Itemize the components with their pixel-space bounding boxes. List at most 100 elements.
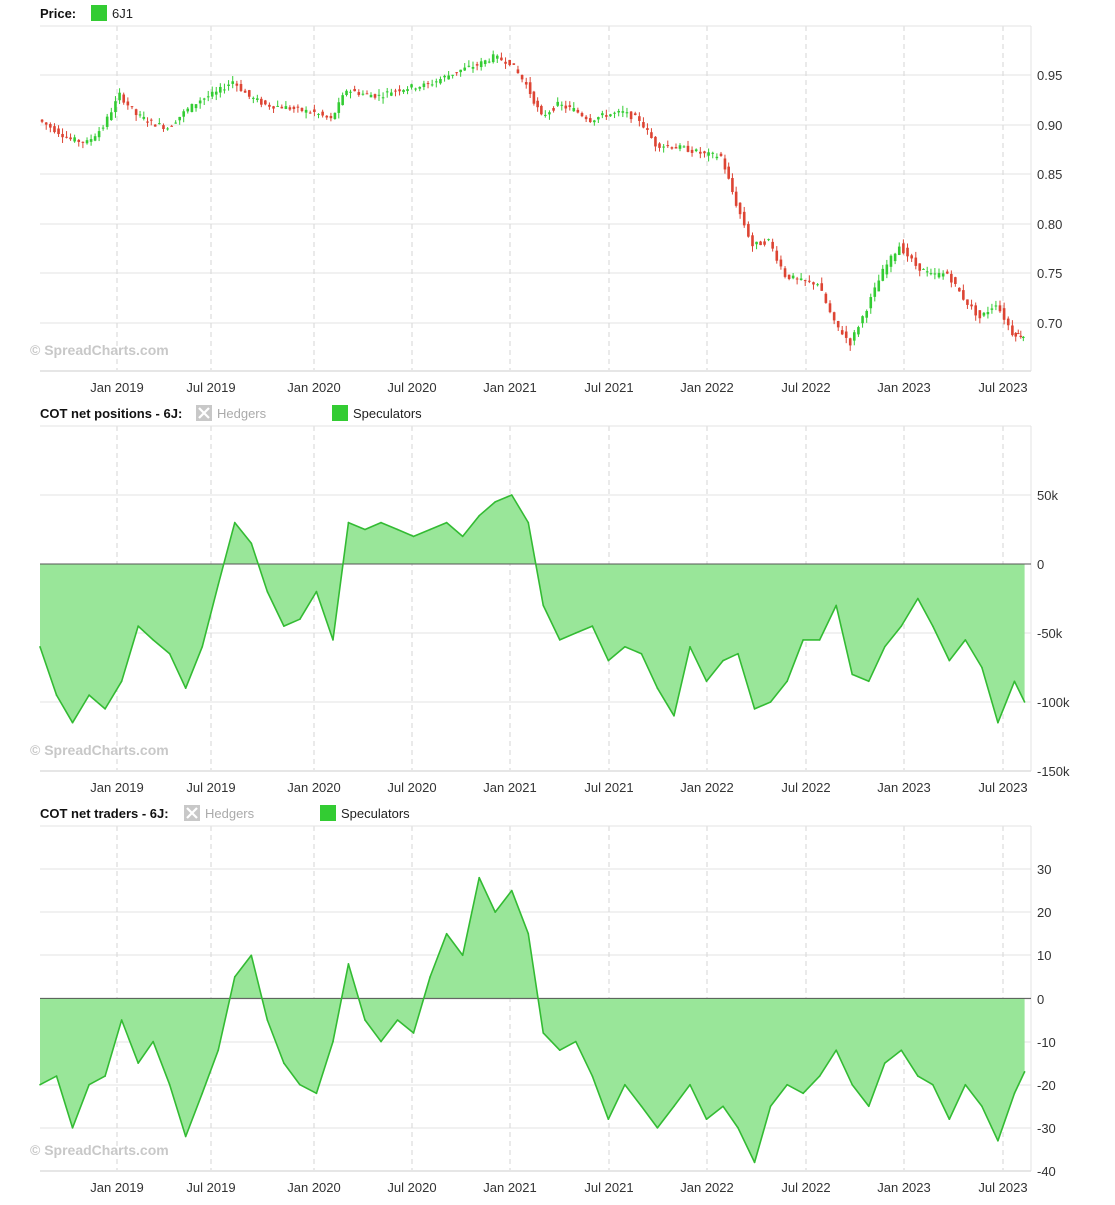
candle-body [568,105,572,108]
candle-body [759,241,762,246]
candle-body [918,263,922,271]
candle-body [889,255,893,267]
candle-body [694,149,698,152]
x-tick-label: Jul 2020 [387,780,436,795]
candle-body [824,293,828,303]
candle-body [398,89,401,92]
x-tick-label: Jan 2023 [877,1180,931,1195]
candle-body [584,116,588,120]
candle-body [686,145,690,152]
panel-2: 50k 0 -50k -100k -150k Jan 2019 Jul 2019 Jan 20… [30,405,1070,795]
y-tick-label: 0.70 [1037,316,1062,331]
candle-body [719,153,723,156]
candle-body [447,75,450,80]
candle-body [300,107,304,111]
candle-body [633,113,637,116]
candle-body [666,145,670,147]
y-tick-label: 0.90 [1037,118,1062,133]
candle-body [1016,333,1020,335]
y-tick-label: 0 [1037,557,1044,572]
candle-body [377,94,381,96]
candle-body [711,152,715,154]
candle-body [783,268,787,277]
legend-swatch [320,805,336,821]
candle-body [381,97,385,99]
series-area-speculators [40,495,1025,723]
candle-body [852,332,856,341]
candle-body [81,141,85,143]
candle-body [998,305,1002,312]
candle-body [410,84,413,88]
candle-body [223,89,226,91]
candle-body [970,304,973,307]
data-point [656,1127,659,1129]
candle-body [703,151,706,154]
candle-body [1014,333,1018,337]
x-tick-label: Jul 2020 [387,1180,436,1195]
data-point [445,932,448,935]
candle-body [836,321,840,328]
data-point [168,652,171,655]
candle-body [202,98,206,100]
candle-body [206,96,210,98]
watermark: © SpreadCharts.com [30,342,169,358]
candle-body [491,54,495,63]
candle-body [869,297,873,309]
candle-body [524,82,528,85]
candle-body [929,273,933,275]
candle-body [572,108,576,112]
candle-body [877,280,881,292]
candle-body [861,316,864,324]
candle-body [40,119,44,122]
data-point [478,514,480,517]
candle-body [512,63,516,65]
data-point [917,597,919,600]
data-point [233,976,236,978]
candle-body [751,235,754,247]
candle-body [617,110,620,113]
data-point [201,1092,204,1095]
data-point [217,583,220,586]
data-point [461,535,464,538]
candle-body [77,139,81,142]
legend-label: Speculators [353,406,422,421]
candle-body [808,280,811,282]
data-point [266,590,269,593]
data-point [591,1075,594,1077]
candle-body [840,330,844,335]
data-point [997,1140,999,1142]
candle-body [893,253,897,262]
candle-body [317,113,320,115]
data-point [283,1062,285,1064]
candle-body [734,191,738,206]
candle-body [742,211,746,226]
candle-body [1011,325,1014,336]
candle-body [49,124,52,128]
watermark: © SpreadCharts.com [30,742,169,758]
candle-body [536,100,539,108]
candle-body [857,327,860,335]
data-point [120,1019,123,1021]
y-tick-label: -20 [1037,1078,1056,1093]
data-point [39,646,41,648]
data-point [315,590,318,593]
candle-body [914,257,918,266]
data-point [88,1083,90,1086]
data-point [558,1049,561,1051]
candle-body [182,111,185,117]
data-point [705,680,708,683]
candle-body [958,287,961,292]
candle-body [646,128,649,130]
data-point [802,1092,804,1095]
data-point [591,625,594,627]
data-point [266,1019,269,1021]
candle-body [990,308,994,310]
candle-body [994,305,998,307]
data-point [332,1040,334,1043]
y-tick-label: 20 [1037,905,1051,920]
candle-body [528,82,532,95]
candle-body [231,81,235,84]
data-point [299,1083,301,1086]
candle-body [44,122,48,125]
data-point [607,1118,610,1121]
